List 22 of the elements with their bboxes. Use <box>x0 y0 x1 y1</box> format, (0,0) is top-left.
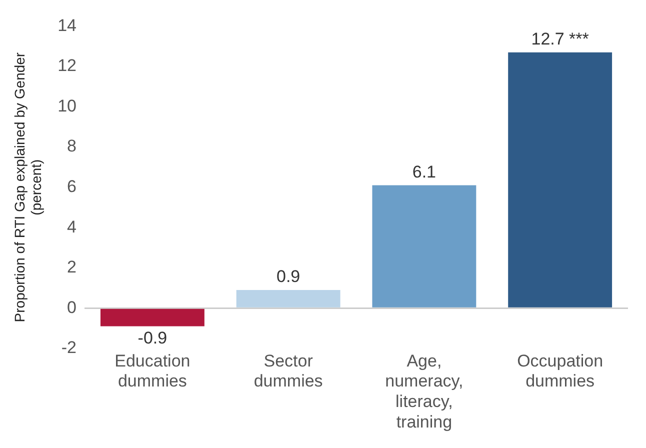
y-tick-label: 12 <box>58 56 77 76</box>
bar <box>100 308 204 326</box>
y-tick-label: 4 <box>67 217 77 236</box>
x-tick-label: Sector dummies <box>254 351 323 391</box>
x-tick-label: Age, numeracy, literacy, training <box>385 351 464 432</box>
y-tick-label: 8 <box>67 136 77 156</box>
y-tick-label: 2 <box>67 258 77 277</box>
x-tick-label: Occupation dummies <box>517 351 604 391</box>
data-label: 6.1 <box>412 162 436 182</box>
y-axis-title: Proportion of RTI Gap explained by Gender (percent) <box>11 52 44 322</box>
bar <box>236 290 340 308</box>
bar <box>508 52 612 308</box>
y-tick-label: 10 <box>58 96 77 116</box>
y-tick-label: -2 <box>61 338 77 358</box>
data-label: -0.9 <box>138 328 168 348</box>
data-label: 12.7 *** <box>531 30 590 49</box>
x-tick-label: Education dummies <box>114 351 190 391</box>
data-label: 0.9 <box>276 267 300 286</box>
y-tick-label: 6 <box>67 176 77 196</box>
bar <box>372 185 476 308</box>
y-tick-label: 14 <box>58 16 77 35</box>
y-tick-label: 0 <box>67 298 77 317</box>
